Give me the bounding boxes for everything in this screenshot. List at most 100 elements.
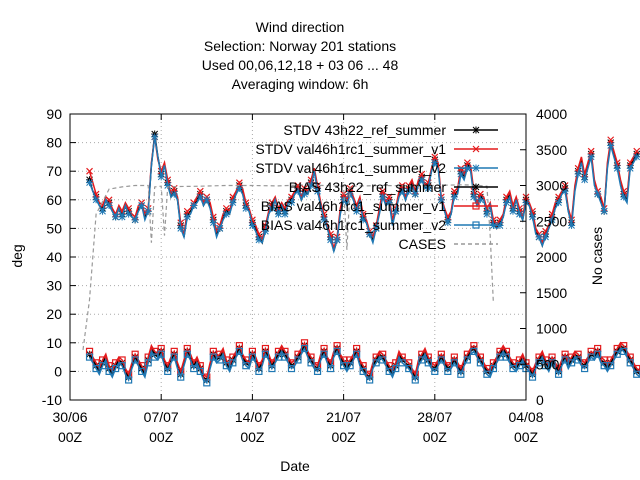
data-point	[320, 216, 328, 224]
data-point	[366, 230, 374, 238]
data-point	[587, 147, 595, 155]
data-point	[242, 204, 250, 212]
chart-title-line-1: Wind direction	[255, 19, 345, 35]
data-point	[574, 170, 582, 178]
data-point	[307, 182, 315, 189]
data-point	[248, 222, 256, 230]
legend-label: BIAS val46h1rc1_summer_v1	[261, 198, 446, 214]
data-point	[437, 196, 445, 204]
data-point	[535, 233, 543, 241]
y-axis-label: deg	[9, 244, 25, 267]
data-point	[157, 350, 165, 358]
x-tick-label: 07/07	[144, 409, 179, 425]
data-point	[216, 356, 224, 364]
data-point	[170, 353, 178, 361]
data-point	[183, 350, 191, 358]
chart-title-line-2: Selection: Norway 201 stations	[203, 38, 397, 54]
data-point	[626, 164, 634, 172]
legend-label: STDV val46h1rc1_summer_v2	[255, 160, 446, 176]
data-point	[502, 353, 511, 361]
data-point	[209, 219, 217, 227]
data-point	[561, 187, 569, 195]
data-point	[594, 350, 602, 358]
data-point	[255, 236, 263, 244]
data-point	[281, 353, 289, 361]
data-point	[379, 187, 387, 195]
legend-label: BIAS 43h22_ref_summer	[289, 179, 447, 195]
data-point	[307, 359, 315, 367]
legend-label: STDV 43h22_ref_summer	[283, 122, 446, 138]
data-point	[472, 164, 480, 172]
data-point	[472, 145, 480, 153]
data-point	[633, 147, 640, 155]
y-tick-label: 80	[46, 135, 62, 151]
data-point	[548, 216, 556, 224]
data-point	[190, 202, 198, 210]
data-point	[144, 207, 152, 215]
x-tick-label: 04/08	[508, 409, 543, 425]
x-tick-label: 00Z	[58, 429, 83, 445]
data-point	[170, 190, 178, 198]
data-point	[203, 379, 211, 387]
x-tick-label: 28/07	[417, 409, 452, 425]
data-point	[528, 373, 537, 381]
data-point	[340, 196, 348, 204]
data-point	[607, 136, 615, 144]
data-point	[548, 359, 556, 367]
data-point	[353, 350, 361, 358]
x-tick-label: 00Z	[240, 429, 265, 445]
data-point	[131, 356, 139, 364]
y2-tick-label: 1500	[536, 285, 567, 301]
data-point	[411, 376, 419, 384]
data-point	[581, 176, 589, 184]
data-point	[242, 362, 250, 370]
data-point	[405, 187, 413, 195]
legend: STDV 43h22_ref_summer STDV val46h1rc1_sum…	[255, 122, 498, 252]
data-point	[261, 350, 270, 358]
data-point	[183, 213, 191, 221]
data-point	[385, 199, 393, 207]
data-point	[313, 367, 322, 375]
data-point	[385, 193, 393, 201]
data-point	[125, 376, 133, 384]
data-point	[274, 210, 282, 218]
data-point	[216, 224, 224, 232]
data-point	[177, 224, 185, 232]
data-point	[131, 216, 139, 224]
data-point	[424, 359, 432, 367]
data-point	[483, 370, 491, 378]
data-point	[424, 184, 432, 192]
data-point	[542, 233, 550, 241]
x-tick-label: 14/07	[235, 409, 270, 425]
data-point	[85, 353, 94, 361]
data-point	[431, 367, 439, 375]
data-point	[268, 204, 276, 212]
y2-tick-label: 1000	[536, 321, 567, 337]
data-point	[555, 199, 563, 207]
data-point	[300, 344, 309, 353]
data-point	[472, 221, 480, 229]
data-point	[431, 159, 439, 167]
y-tick-label: 30	[46, 278, 62, 294]
data-point	[450, 187, 458, 195]
data-point	[138, 202, 146, 210]
data-point	[405, 364, 413, 373]
data-point	[515, 210, 523, 218]
data-point	[633, 153, 640, 161]
data-point	[398, 187, 406, 195]
y-tick-label: 10	[46, 335, 62, 351]
data-point	[392, 207, 400, 215]
data-point	[472, 126, 480, 134]
data-point	[196, 193, 204, 201]
data-point	[248, 353, 256, 361]
data-point	[457, 370, 465, 378]
legend-label: STDV val46h1rc1_summer_v1	[255, 141, 446, 157]
data-point	[287, 199, 295, 207]
y-tick-label: 40	[46, 249, 62, 265]
y2-tick-label: 3500	[536, 142, 567, 158]
data-point	[483, 210, 491, 218]
data-point	[99, 207, 107, 215]
data-point	[112, 213, 120, 221]
data-point	[138, 367, 146, 375]
data-point	[470, 193, 478, 201]
